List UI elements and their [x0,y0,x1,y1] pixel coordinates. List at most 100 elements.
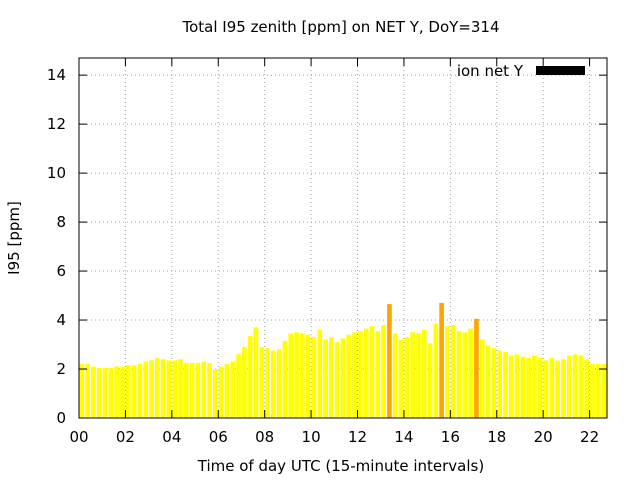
bar [398,339,404,418]
x-tick-label: 18 [487,428,506,446]
bar [387,304,392,418]
bar [311,337,317,418]
bar [543,360,549,418]
y-tick-label: 4 [56,311,66,329]
legend-label: ion net Y [457,62,524,80]
bar [323,339,328,418]
bar [340,338,346,418]
bar [445,326,450,418]
bar [155,358,160,418]
bar [439,302,444,418]
bar [346,334,352,418]
axis-ticks [78,58,607,419]
bar [143,361,149,418]
bar [416,333,421,418]
bar [601,364,607,418]
bars-group [79,302,607,418]
bar [584,359,590,418]
bar [404,337,410,418]
bar [189,362,195,418]
bar [253,327,259,418]
plot-frame [78,57,608,419]
y-tick-label: 0 [56,409,66,427]
bar [578,355,584,418]
bar [265,348,270,418]
bar [230,361,236,418]
bar [549,358,555,418]
y-tick-label: 10 [47,164,66,182]
bar [149,360,154,418]
bar [259,346,265,418]
bar [595,364,601,418]
bar [120,366,125,418]
bar [537,358,543,418]
bar [450,324,456,418]
bar [497,350,502,418]
bar [555,360,560,418]
bar [514,354,520,418]
bar [352,332,357,418]
bar [207,362,212,418]
y-tick-label: 2 [56,360,66,378]
bar [79,364,85,418]
y-tick-label: 8 [56,213,66,231]
bar [433,323,439,418]
bar [242,346,247,418]
chart-title: Total I95 zenith [ppm] on NET Y, DoY=314 [181,18,499,36]
bar [317,329,323,418]
y-tick-label: 14 [47,66,66,84]
bar [410,332,415,418]
bar [491,348,497,418]
x-tick-label: 20 [534,428,553,446]
bar [392,333,398,418]
bar [213,369,218,418]
y-tick-label: 6 [56,262,66,280]
x-tick-label: 04 [162,428,181,446]
bar [201,361,207,418]
bar [479,339,485,418]
bar [160,359,166,418]
bar [236,354,241,418]
bar [421,329,427,418]
bar [96,367,102,418]
bar [561,359,566,418]
bar [131,365,137,418]
legend: ion net Y [457,62,585,80]
bar [590,364,595,418]
bar [166,360,172,418]
bar [282,340,288,418]
bar [503,351,508,418]
legend-swatch [536,66,585,75]
bar [375,331,381,418]
bar [526,358,531,418]
bar [358,331,363,418]
bar [288,333,294,418]
bar [114,366,120,418]
bar [363,328,369,418]
bar [172,360,178,418]
x-tick-label: 16 [441,428,460,446]
bar [566,355,572,418]
grid-lines [79,58,607,418]
bar [218,366,224,418]
bar [126,365,131,418]
bar [508,355,514,418]
bar [427,343,433,418]
x-tick-label: 06 [209,428,228,446]
bar [195,362,201,418]
bar [224,364,230,418]
bar [520,356,526,418]
x-tick-label: 12 [348,428,367,446]
bar [102,367,108,418]
bar [271,350,276,418]
bar [334,342,340,418]
x-tick-label: 22 [580,428,599,446]
bar [247,335,253,418]
bar [108,367,114,418]
bar [381,324,386,418]
bar [456,331,462,418]
x-tick-label: 14 [394,428,413,446]
x-tick-label: 10 [302,428,321,446]
